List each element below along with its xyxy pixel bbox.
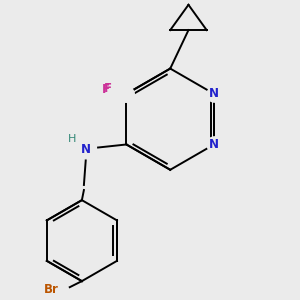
Text: N: N — [209, 138, 219, 151]
Text: F: F — [104, 82, 112, 95]
Text: H: H — [68, 134, 76, 144]
Text: N: N — [81, 143, 91, 156]
Text: Br: Br — [44, 283, 59, 296]
Text: N: N — [209, 87, 219, 101]
Text: F: F — [102, 83, 110, 96]
